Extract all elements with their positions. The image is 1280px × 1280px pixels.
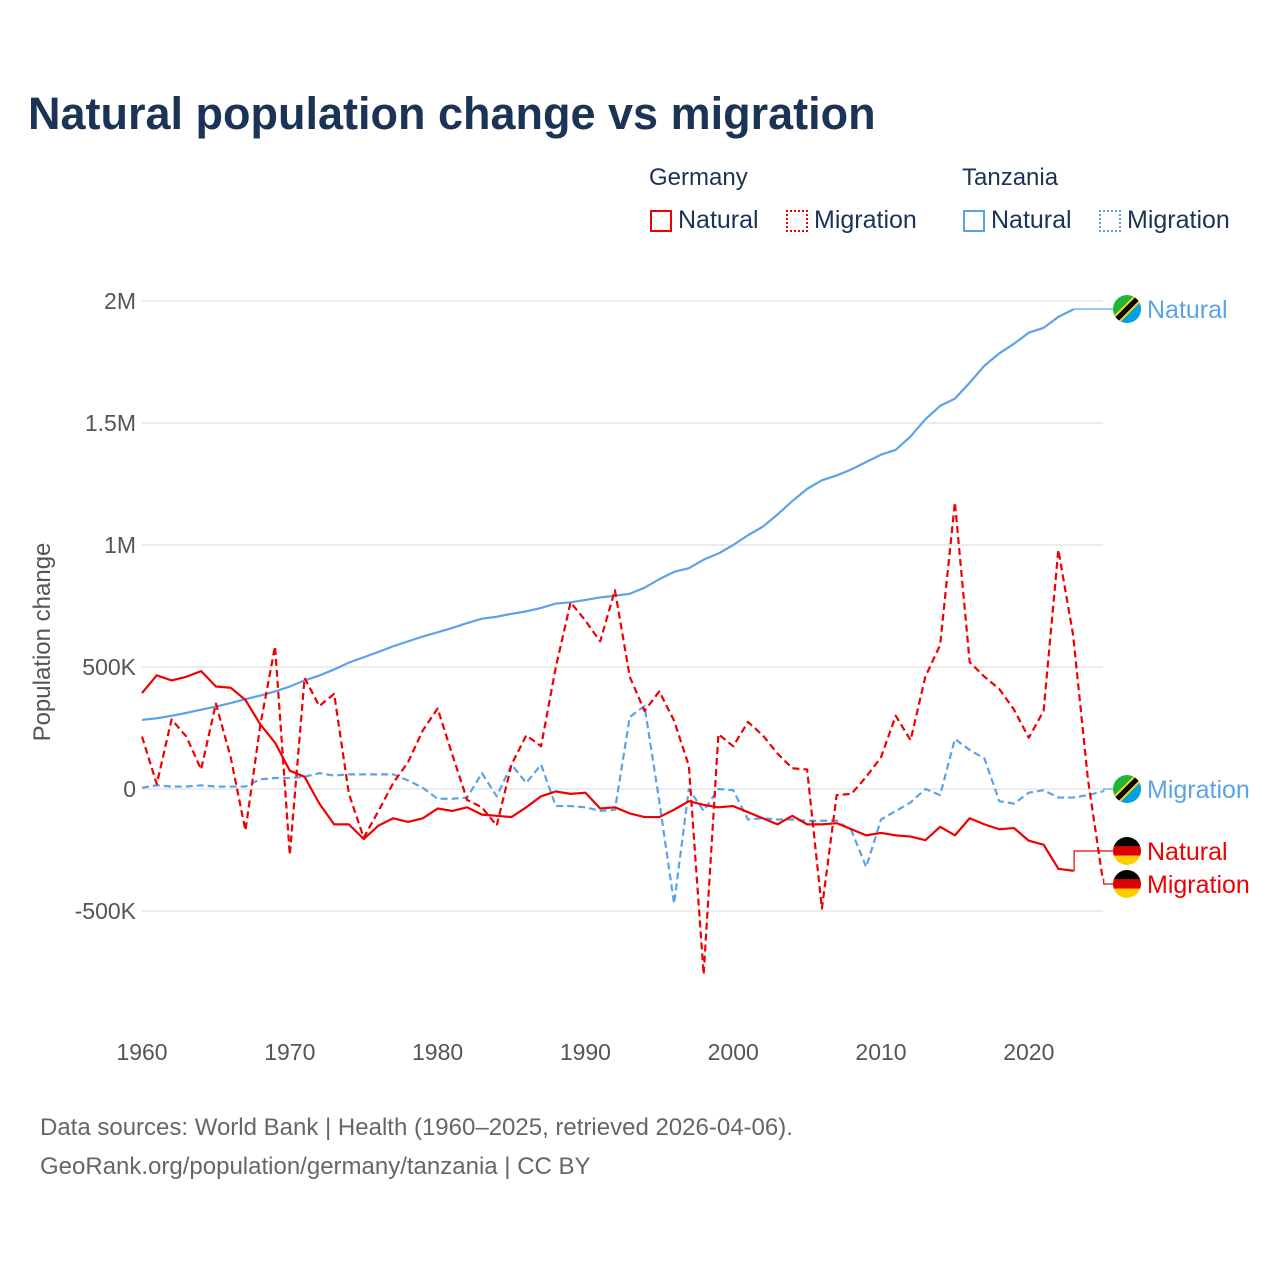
- x-tick-label: 2000: [708, 1039, 759, 1065]
- tanzania-flag-icon: [1113, 775, 1141, 803]
- leader-line: [1073, 308, 1114, 311]
- x-tick-label: 2020: [1003, 1039, 1054, 1065]
- source-line: Data sources: World Bank | Health (1960–…: [40, 1114, 793, 1141]
- x-tick-label: 1970: [264, 1039, 315, 1065]
- y-tick-label: 0: [123, 776, 136, 802]
- x-tick-label: 1980: [412, 1039, 463, 1065]
- legend-label: Migration: [814, 206, 917, 234]
- tanzania-natural-line[interactable]: [141, 308, 1074, 722]
- leader-line: [1102, 788, 1114, 793]
- chart-title: Natural population change vs migration: [28, 88, 876, 139]
- legend-group-germany: Germany: [649, 164, 748, 191]
- tanzania-flag-icon: [1113, 295, 1141, 323]
- y-tick-label: -500K: [75, 898, 137, 924]
- source-link[interactable]: GeoRank.org/population/germany/tanzania …: [40, 1153, 591, 1180]
- y-tick-label: 2M: [104, 288, 136, 314]
- legend-germany-migration[interactable]: Migration: [786, 206, 917, 235]
- legend-tanzania-natural[interactable]: Natural: [963, 206, 1072, 235]
- y-tick-label: 1M: [104, 532, 136, 558]
- x-tick-label: 1990: [560, 1039, 611, 1065]
- end-label-germany-natural: Natural: [1147, 838, 1228, 866]
- legend-label: Natural: [678, 206, 759, 234]
- legend-tanzania-migration[interactable]: Migration: [1099, 206, 1230, 235]
- legend-group-tanzania: Tanzania: [962, 164, 1059, 191]
- footer-source: Data sources: World Bank | Health (1960–…: [40, 1108, 793, 1186]
- end-label-tanzania-natural: Natural: [1147, 296, 1228, 324]
- y-tick-label: 1.5M: [85, 410, 136, 436]
- legend-label: Migration: [1127, 206, 1230, 234]
- x-tick-label: 1960: [116, 1039, 167, 1065]
- legend-swatch-dotted: [786, 209, 808, 232]
- legend-label: Natural: [991, 206, 1072, 234]
- legend-germany-natural[interactable]: Natural: [650, 206, 759, 235]
- y-tick-label: 500K: [82, 654, 136, 680]
- germany-flag-icon: [1113, 870, 1141, 898]
- legend-swatch-solid: [963, 209, 985, 232]
- end-label-tanzania-migration: Migration: [1147, 776, 1250, 804]
- leader-line: [1073, 850, 1114, 872]
- leader-line: [1102, 878, 1114, 885]
- end-label-germany-migration: Migration: [1147, 871, 1250, 899]
- germany-flag-icon: [1113, 837, 1141, 865]
- germany-natural-line[interactable]: [141, 670, 1074, 872]
- germany-migration-line[interactable]: [140, 501, 1104, 976]
- legend-swatch-dotted: [1099, 209, 1121, 232]
- x-tick-label: 2010: [855, 1039, 906, 1065]
- tanzania-migration-line[interactable]: [141, 704, 1103, 905]
- legend-swatch-solid: [650, 209, 672, 232]
- y-axis-label: Population change: [29, 543, 56, 742]
